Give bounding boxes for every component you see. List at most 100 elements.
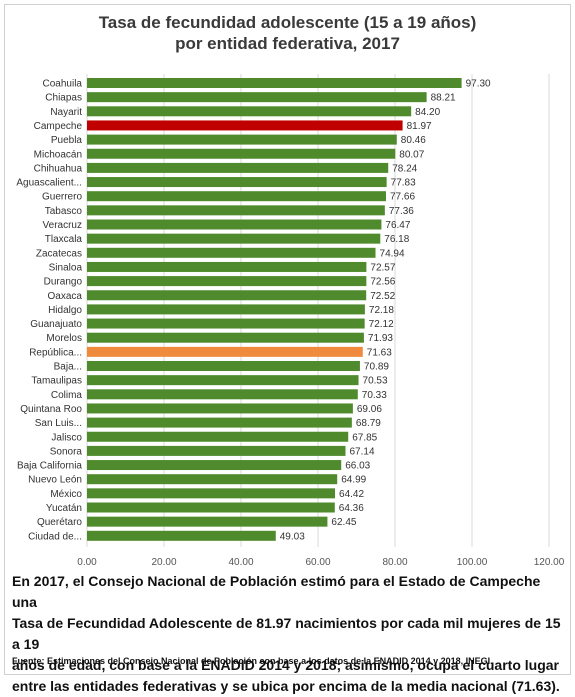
chart-title-line2: por entidad federativa, 2017: [175, 34, 400, 53]
category-label: Guanajuato: [30, 319, 82, 330]
bar: [87, 361, 360, 371]
category-label: Oaxaca: [48, 291, 83, 302]
value-label: 77.36: [389, 206, 414, 217]
chart-title-line1: Tasa de fecundidad adolescente (15 a 19 …: [98, 13, 477, 32]
summary-note-line1: En 2017, el Consejo Nacional de Població…: [12, 573, 541, 610]
category-label: Colima: [51, 390, 83, 401]
bar: [87, 431, 349, 442]
value-label: 72.12: [369, 319, 394, 330]
value-label: 66.03: [345, 461, 370, 472]
value-label: 67.14: [349, 446, 374, 457]
bar: [87, 460, 342, 471]
category-label: Hidalgo: [48, 305, 82, 316]
value-label: 70.89: [364, 362, 389, 373]
category-label: Ciudad de...: [28, 531, 82, 542]
summary-note-line4: entre las entidades federativas y se ubi…: [12, 678, 560, 694]
category-label: Baja...: [54, 362, 82, 373]
value-label: 72.57: [370, 262, 395, 273]
value-label: 70.33: [362, 390, 387, 401]
bar: [87, 346, 363, 357]
bar: [87, 318, 365, 329]
value-label: 71.93: [368, 333, 393, 344]
bar: [87, 389, 358, 400]
value-label: 88.21: [431, 93, 456, 104]
value-label: 84.20: [415, 107, 440, 118]
value-label: 72.56: [370, 277, 395, 288]
bar: [87, 120, 403, 131]
bar: [87, 530, 276, 541]
category-label: Morelos: [46, 333, 82, 344]
bar: [87, 134, 397, 145]
value-label: 67.85: [352, 432, 377, 443]
category-label: Durango: [44, 277, 83, 288]
x-tick-label: 40.00: [228, 557, 253, 568]
x-tick-label: 80.00: [382, 557, 407, 568]
category-label: Puebla: [51, 135, 83, 146]
bar: [87, 403, 353, 414]
category-label: Nuevo León: [28, 475, 82, 486]
value-label: 64.36: [339, 503, 364, 514]
value-label: 77.83: [391, 178, 416, 189]
category-label: Veracruz: [43, 220, 82, 231]
bar: [87, 106, 412, 117]
x-tick-label: 120.00: [534, 557, 565, 568]
value-label: 74.94: [380, 248, 405, 259]
bar: [87, 276, 367, 287]
x-tick-label: 100.00: [457, 557, 488, 568]
value-label: 97.30: [466, 79, 491, 90]
category-label: Yucatán: [46, 503, 82, 514]
summary-note-line3: años de edad, con base a la ENADID 2014 …: [12, 657, 559, 673]
category-label: Chihuahua: [34, 163, 83, 174]
category-label: Quintana Roo: [20, 404, 82, 415]
value-label: 77.66: [390, 192, 415, 203]
bar: [87, 304, 365, 315]
bar: [87, 445, 346, 456]
bar: [87, 261, 367, 272]
category-label: Aguascalient...: [16, 178, 82, 189]
category-label: Michoacán: [34, 149, 82, 160]
category-label: Campeche: [34, 121, 83, 132]
bar-chart: 0.00 20.00 40.00 60.00 80.00 100.00 120.00 Coah…: [16, 74, 565, 568]
category-label: México: [50, 489, 82, 500]
value-label: 62.45: [331, 517, 356, 528]
x-tick-label: 0.00: [77, 557, 97, 568]
value-label: 49.03: [280, 531, 305, 542]
bar: [87, 233, 381, 244]
value-label: 64.99: [341, 475, 366, 486]
category-label: Tlaxcala: [45, 234, 83, 245]
category-label: Nayarit: [50, 107, 82, 118]
category-label: San Luis...: [35, 418, 82, 429]
bar: [87, 417, 352, 428]
bar: [87, 488, 336, 499]
category-label: Jalisco: [51, 432, 82, 443]
bar: [87, 474, 338, 485]
x-tick-label: 20.00: [151, 557, 176, 568]
x-tick-label: 60.00: [305, 557, 330, 568]
category-label: Tabasco: [45, 206, 83, 217]
value-label: 80.46: [401, 135, 426, 146]
value-label: 78.24: [392, 163, 417, 174]
bar: [87, 219, 382, 230]
value-label: 76.47: [385, 220, 410, 231]
bar: [87, 191, 386, 202]
bar: [87, 177, 387, 188]
bar: [87, 375, 359, 386]
category-label: Coahuila: [43, 79, 83, 90]
summary-note-line2: Tasa de Fecundidad Adolescente de 81.97 …: [12, 615, 561, 652]
value-label: 68.79: [356, 418, 381, 429]
bar: [87, 247, 376, 258]
category-label: Baja California: [17, 461, 82, 472]
category-label: Guerrero: [42, 192, 82, 203]
value-label: 72.52: [370, 291, 395, 302]
category-label: Zacatecas: [36, 248, 82, 259]
bar: [87, 92, 427, 103]
category-label: Sinaloa: [49, 262, 83, 273]
value-label: 70.53: [363, 376, 388, 387]
chart-title: Tasa de fecundidad adolescente (15 a 19 …: [0, 12, 575, 54]
bar: [87, 205, 385, 216]
bar: [87, 78, 462, 88]
value-label: 69.06: [357, 404, 382, 415]
value-label: 64.42: [339, 489, 364, 500]
value-label: 80.07: [399, 149, 424, 160]
category-label: Chiapas: [45, 93, 82, 104]
